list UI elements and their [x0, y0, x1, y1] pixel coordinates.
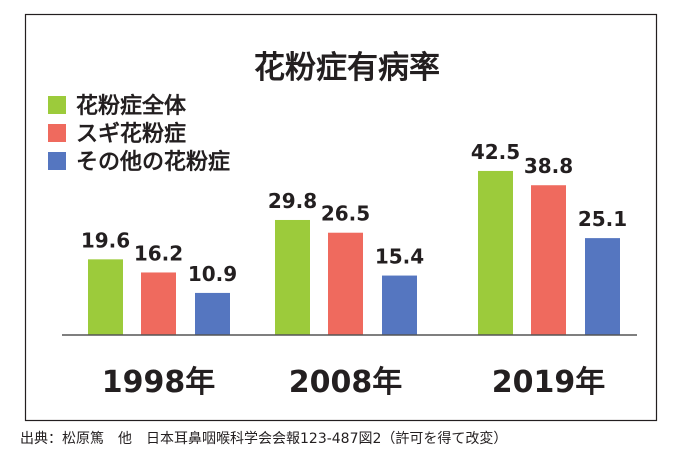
x-tick-label: 2008年 [289, 365, 403, 400]
legend-swatch [48, 124, 66, 142]
source-caption: 出典：松原篤 他 日本耳鼻咽喉科学会会報123-487図2（許可を得て改変） [20, 431, 508, 447]
bars: 19.6 29.8 42.5 16.2 26.5 38.8 10.9 15.4 25.1 [81, 140, 627, 335]
legend-label: その他の花粉症 [76, 149, 230, 175]
data-label: 26.5 [321, 202, 370, 226]
data-label: 29.8 [268, 189, 317, 213]
bar [88, 259, 123, 335]
x-tick-label: 2019年 [492, 365, 606, 400]
bar [328, 232, 363, 335]
data-label: 25.1 [578, 207, 627, 231]
legend-swatch [48, 96, 66, 114]
legend-swatch [48, 152, 66, 170]
bar [531, 185, 566, 335]
data-label: 38.8 [524, 154, 573, 178]
bar [141, 272, 176, 335]
data-label: 19.6 [81, 228, 130, 252]
legend-label: 花粉症全体 [76, 93, 187, 119]
legend-label: スギ花粉症 [76, 121, 186, 147]
data-label: 15.4 [375, 245, 424, 269]
bar [478, 170, 513, 335]
bar [195, 292, 230, 335]
data-label: 16.2 [134, 241, 183, 265]
data-label: 42.5 [471, 140, 520, 164]
bar [585, 238, 620, 335]
bar [382, 275, 417, 335]
bar [275, 219, 310, 335]
data-label: 10.9 [188, 262, 237, 286]
x-axis-labels: 1998年 2008年 2019年 [102, 365, 606, 400]
x-tick-label: 1998年 [102, 365, 216, 400]
chart-title: 花粉症有病率 [254, 50, 440, 86]
